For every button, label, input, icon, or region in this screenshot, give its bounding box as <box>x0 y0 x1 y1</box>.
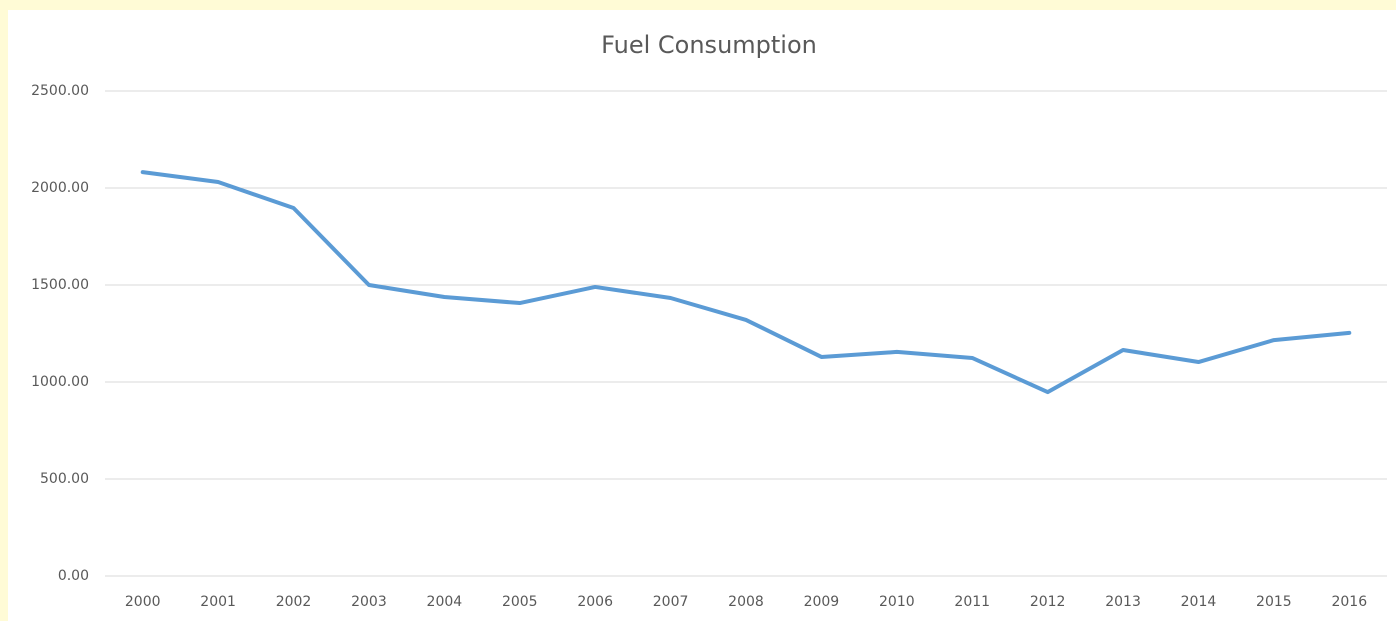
x-tick-label: 2003 <box>351 594 387 610</box>
x-tick-label: 2013 <box>1105 594 1141 610</box>
x-tick-label: 2009 <box>804 594 840 610</box>
x-tick-label: 2014 <box>1181 594 1217 610</box>
x-tick-label: 2011 <box>954 594 990 610</box>
x-tick-label: 2004 <box>427 594 463 610</box>
y-tick-label: 1000.00 <box>31 374 89 390</box>
x-tick-label: 2001 <box>200 594 236 610</box>
y-tick-label: 500.00 <box>40 471 89 487</box>
x-tick-label: 2006 <box>577 594 613 610</box>
chart-title: Fuel Consumption <box>601 31 817 59</box>
x-tick-label: 2012 <box>1030 594 1066 610</box>
x-tick-label: 2000 <box>125 594 161 610</box>
y-tick-label: 2000.00 <box>31 180 89 196</box>
x-tick-label: 2010 <box>879 594 915 610</box>
y-tick-label: 2500.00 <box>31 83 89 99</box>
x-tick-label: 2016 <box>1331 594 1367 610</box>
x-tick-label: 2008 <box>728 594 764 610</box>
x-tick-label: 2007 <box>653 594 689 610</box>
y-tick-label: 1500.00 <box>31 277 89 293</box>
x-tick-label: 2015 <box>1256 594 1292 610</box>
chart: Fuel Consumption 0.00 500.00 1000.00 1500.0… <box>8 10 1396 621</box>
x-tick-label: 2002 <box>276 594 312 610</box>
y-tick-label: 0.00 <box>58 568 89 584</box>
x-tick-label: 2005 <box>502 594 538 610</box>
data-line <box>140 170 1352 395</box>
chart-area <box>8 10 1396 621</box>
